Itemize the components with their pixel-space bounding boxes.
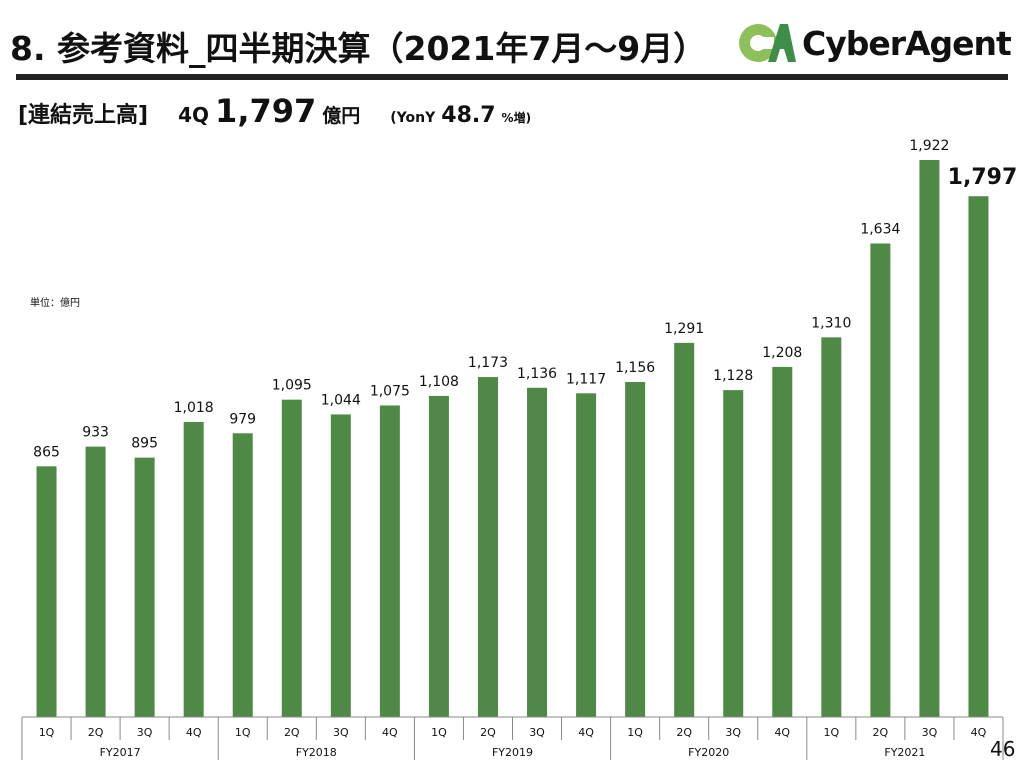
cyberagent-logo: CyberAgent [738, 18, 1012, 68]
x-tick-label: 4Q [186, 726, 202, 739]
data-label: 1,095 [272, 378, 312, 394]
summary-quarter: 4Q [178, 103, 210, 127]
bar [968, 196, 989, 717]
title-divider [16, 74, 1008, 80]
summary-label: [連結売上高] [18, 103, 149, 128]
data-label: 1,310 [811, 315, 851, 331]
x-group-label: FY2018 [296, 746, 337, 759]
summary-value: 1,797 [215, 92, 317, 130]
x-tick-label: 2Q [676, 726, 692, 739]
x-tick-label: 2Q [873, 726, 889, 739]
x-tick-label: 1Q [235, 726, 251, 739]
data-label: 1,108 [419, 374, 459, 390]
data-label: 1,117 [566, 371, 606, 387]
bar [134, 457, 155, 717]
bar [870, 243, 891, 717]
data-label: 1,291 [664, 321, 704, 337]
bar [428, 395, 449, 717]
bar [379, 405, 400, 717]
summary-line: [連結売上高] 4Q 1,797 億円 (YonY 48.7 %増) [18, 92, 531, 130]
bar [477, 377, 498, 717]
bar [919, 160, 940, 717]
data-label: 979 [229, 411, 256, 427]
yoy-value: 48.7 [441, 103, 496, 128]
data-label: 933 [82, 425, 109, 441]
bar [527, 387, 548, 717]
summary-unit: 億円 [322, 105, 361, 127]
data-label: 1,156 [615, 360, 655, 376]
x-group-label: FY2017 [100, 746, 141, 759]
x-tick-label: 2Q [88, 726, 104, 739]
x-tick-label: 1Q [627, 726, 643, 739]
x-tick-label: 3Q [333, 726, 349, 739]
data-label: 865 [33, 444, 60, 460]
x-tick-label: 2Q [480, 726, 496, 739]
bar [625, 381, 646, 717]
data-label: 1,797 [948, 165, 1018, 190]
x-tick-label: 3Q [725, 726, 741, 739]
data-label: 1,634 [860, 221, 900, 237]
data-label: 1,173 [468, 355, 508, 371]
bar [85, 446, 106, 717]
bar [330, 414, 351, 717]
x-tick-label: 1Q [823, 726, 839, 739]
x-tick-label: 3Q [922, 726, 938, 739]
x-group-label: FY2019 [492, 746, 533, 759]
data-label: 1,128 [713, 368, 753, 384]
bar [281, 399, 302, 717]
bar [183, 421, 204, 717]
x-group-label: FY2021 [884, 746, 925, 759]
data-label: 895 [131, 436, 158, 452]
unit-label: 単位：億円 [30, 298, 80, 309]
x-tick-label: 4Q [971, 726, 987, 739]
slide-title: 8. 参考資料_四半期決算（2021年7月～9月） [10, 29, 707, 68]
bar [36, 466, 57, 717]
data-label: 1,075 [370, 383, 410, 399]
yoy-prefix: (YonY [390, 110, 436, 126]
data-label: 1,044 [321, 392, 361, 408]
bar [772, 366, 793, 717]
x-tick-label: 2Q [284, 726, 300, 739]
data-label: 1,208 [762, 345, 802, 361]
bar [576, 393, 597, 717]
x-tick-label: 3Q [529, 726, 545, 739]
logo-text: CyberAgent [802, 23, 1012, 63]
x-tick-label: 4Q [578, 726, 594, 739]
bar [232, 433, 253, 717]
data-label: 1,018 [174, 400, 214, 416]
yoy-suffix: %増) [501, 111, 532, 125]
x-tick-label: 1Q [39, 726, 55, 739]
x-group-label: FY2020 [688, 746, 729, 759]
page-number: 46 [990, 737, 1016, 761]
bar [674, 342, 695, 717]
bar [723, 390, 744, 717]
data-label: 1,922 [909, 138, 949, 154]
x-tick-label: 4Q [382, 726, 398, 739]
ca-logo-mark-icon [739, 24, 796, 62]
x-tick-label: 1Q [431, 726, 447, 739]
bar [821, 337, 842, 717]
x-tick-label: 3Q [137, 726, 153, 739]
x-tick-label: 4Q [774, 726, 790, 739]
data-label: 1,136 [517, 366, 557, 382]
